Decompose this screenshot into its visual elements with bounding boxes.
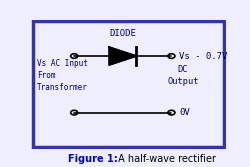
Text: DIODE: DIODE: [109, 29, 136, 38]
Text: Vs AC Input
From
Transformer: Vs AC Input From Transformer: [37, 59, 88, 92]
FancyBboxPatch shape: [33, 21, 223, 147]
Text: DC
Output: DC Output: [167, 65, 198, 86]
Polygon shape: [109, 47, 136, 65]
Text: Figure 1:: Figure 1:: [68, 154, 117, 164]
Text: A half-wave rectifier: A half-wave rectifier: [115, 154, 216, 164]
Text: Vs - 0.7V: Vs - 0.7V: [178, 52, 227, 61]
Text: 0V: 0V: [178, 108, 189, 117]
